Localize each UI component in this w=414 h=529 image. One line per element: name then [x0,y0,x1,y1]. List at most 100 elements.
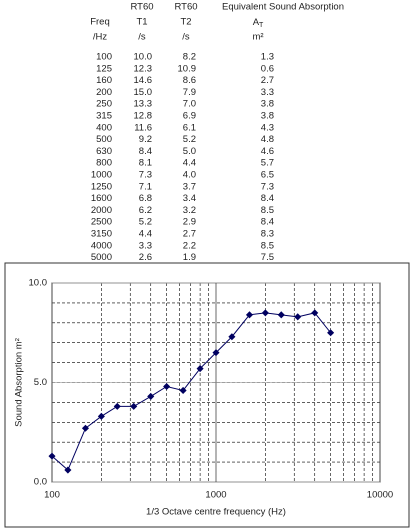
table-cell: 400 [96,122,112,133]
point [245,311,254,319]
table-cell: 2.6 [139,252,152,263]
table-cell: 5.2 [139,217,152,228]
table-cell: 7.9 [183,87,196,98]
point [212,349,220,357]
table-cell: 630 [96,146,112,157]
table-cell: 8.6 [183,75,196,86]
table-cell: 7.3 [261,181,274,192]
table-cell: 6.8 [139,193,152,204]
table-cell: 8.2 [183,52,196,63]
point [130,402,138,410]
header-cell: T2 [180,17,191,28]
point [97,412,105,420]
point [64,466,72,474]
table-cell: 2.7 [261,75,274,86]
table-cell: 8.1 [139,158,152,169]
table-cell: 11.6 [134,122,152,133]
point [228,333,236,341]
table-cell: 5.0 [183,146,196,157]
table-cell: 6.9 [183,111,196,122]
table-cell: 8.5 [261,240,274,251]
x-axis-label: 1/3 Octave centre frequency (Hz) [146,507,286,518]
table-cell: 13.3 [134,99,153,110]
table-cell: 2000 [91,205,112,216]
table-cell: 6.5 [261,170,274,181]
table-cell: 3.2 [183,205,196,216]
table-cell: 2500 [91,217,112,228]
table-cell: 5.2 [183,134,196,145]
table-cell: 1600 [91,193,112,204]
table-cell: 7.5 [261,252,274,263]
table-cell: 1250 [91,181,112,192]
table-cell: 8.4 [139,146,152,157]
header-cell: /s [182,32,190,43]
table-cell: 1000 [91,170,112,181]
header-cell: RT60 [174,2,197,13]
table-cell: 7.0 [183,99,196,110]
table-cell: 3.3 [139,240,152,251]
table-cell: 4.8 [261,134,274,145]
table-cell: 315 [96,111,112,122]
table-cell: 2.9 [183,217,196,228]
header-cell: /Hz [93,32,108,43]
table-cell: 4.4 [183,158,196,169]
table-cell: 7.1 [139,181,152,192]
y-tick-label: 5.0 [34,377,47,388]
table-cell: 15.0 [134,87,153,98]
table-cell: 4000 [91,240,112,251]
table-cell: 5000 [91,252,112,263]
table-cell: 3.3 [261,87,274,98]
point [261,309,269,317]
table-cell: 10.9 [178,63,197,74]
table-cell: 3.8 [261,111,274,122]
point [48,452,56,460]
table-cell: 200 [96,87,112,98]
table-cell: 4.0 [183,170,196,181]
table-cell: 12.3 [134,63,153,74]
header-cell: Freq [90,17,110,28]
table-cell: 3.8 [261,99,274,110]
table-cell: 8.4 [261,193,274,204]
table-cell: 9.2 [139,134,152,145]
table-cell: 100 [96,52,112,63]
y-axis-label: Sound Absorption m² [14,338,25,427]
table-cell: 8.3 [261,229,274,240]
header-sub: T [259,22,264,29]
header-cell: m² [252,32,263,43]
table-cell: 4.3 [261,122,274,133]
table-cell: 4.6 [261,146,274,157]
table-cell: 6.2 [139,205,152,216]
y-tick-label: 10.0 [29,278,48,289]
x-tick-label: 10000 [367,490,393,501]
table-cell: 125 [96,63,112,74]
point [196,365,204,373]
table-cell: 500 [96,134,112,145]
table-cell: 2.7 [183,229,196,240]
table-cell: 10.0 [134,52,153,63]
header-cell: /s [138,32,146,43]
x-tick-label: 1000 [205,490,226,501]
y-tick-label: 0.0 [34,477,47,488]
table-cell: 7.3 [139,170,152,181]
header-cell: RT60 [130,2,153,13]
table-cell: 8.5 [261,205,274,216]
point [327,329,335,337]
point [81,424,90,432]
point [147,392,155,400]
x-tick-label: 100 [44,490,60,501]
table-cell: 160 [96,75,112,86]
header-main: A [253,17,260,28]
point [163,382,171,391]
table-cell: 3.4 [183,193,196,204]
table-cell: 8.4 [261,217,274,228]
point [113,402,121,410]
table-cell: 3150 [91,229,112,240]
point [277,311,285,319]
point [311,309,319,317]
point [179,386,187,394]
table-cell: 800 [96,158,112,169]
table-cell: 0.6 [261,63,274,74]
point [294,313,302,321]
table-cell: 3.7 [183,181,196,192]
